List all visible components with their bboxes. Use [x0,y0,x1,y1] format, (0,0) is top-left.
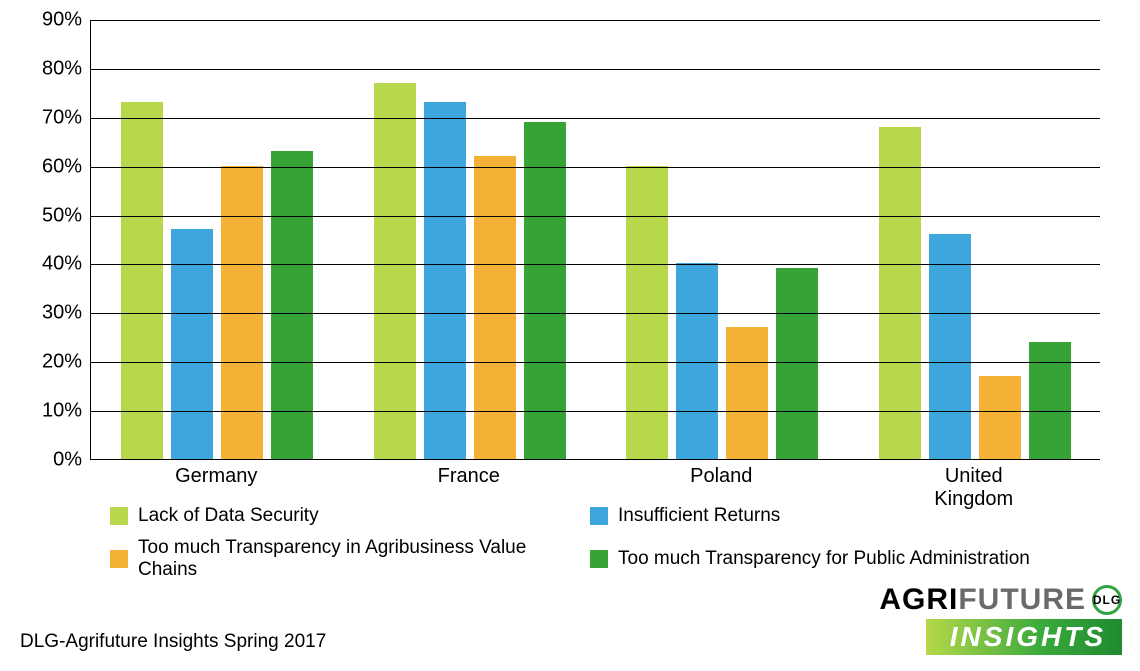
x-tick-label: Poland [690,465,752,488]
chart-container: 0%10%20%30%40%50%60%70%80%90% [30,20,1110,460]
dlg-badge-icon: DLG [1092,585,1122,615]
y-tick-label: 50% [42,204,82,227]
bar [726,327,768,459]
bar [474,156,516,459]
bar [776,268,818,459]
y-tick-label: 90% [42,9,82,32]
bar [524,122,566,459]
legend-item-3: Too much Transparency for Public Adminis… [590,537,1030,581]
brand-bottom-line: INSIGHTS [926,619,1122,655]
legend-label-0: Lack of Data Security [138,505,319,527]
x-axis-labels: GermanyFrancePolandUnited Kingdom [90,465,1100,495]
legend-swatch-1 [590,507,608,525]
legend-item-1: Insufficient Returns [590,505,780,527]
y-tick-label: 10% [42,400,82,423]
brand-word-future: FUTURE [958,583,1086,617]
bar [626,166,668,459]
legend: Lack of Data Security Insufficient Retur… [110,505,1070,591]
y-tick-label: 0% [53,449,82,472]
gridline [91,69,1100,70]
source-attribution: DLG-Agrifuture Insights Spring 2017 [20,631,326,653]
bar [121,102,163,459]
legend-swatch-3 [590,550,608,568]
gridline [91,411,1100,412]
bars-layer [91,20,1100,459]
gridline [91,118,1100,119]
y-tick-label: 40% [42,253,82,276]
y-tick-label: 30% [42,302,82,325]
bar [221,166,263,459]
legend-item-0: Lack of Data Security [110,505,590,527]
gridline [91,216,1100,217]
x-tick-label: Germany [175,465,257,488]
bar [979,376,1021,459]
bar [271,151,313,459]
y-tick-label: 60% [42,155,82,178]
bar [879,127,921,459]
bar [374,83,416,459]
bar [929,234,971,459]
gridline [91,362,1100,363]
gridline [91,20,1100,21]
gridline [91,264,1100,265]
bar [676,263,718,459]
brand-word-agri: AGRI [879,583,958,617]
brand-logo: AGRIFUTURE DLG INSIGHTS [879,583,1122,655]
y-tick-label: 20% [42,351,82,374]
gridline [91,313,1100,314]
y-axis: 0%10%20%30%40%50%60%70%80%90% [30,20,90,460]
legend-label-2: Too much Transparency in Agribusiness Va… [138,537,590,581]
legend-label-3: Too much Transparency for Public Adminis… [618,548,1030,570]
legend-swatch-2 [110,550,128,568]
bar [424,102,466,459]
gridline [91,167,1100,168]
bar [1029,342,1071,459]
y-tick-label: 70% [42,106,82,129]
x-tick-label: France [438,465,500,488]
y-tick-label: 80% [42,57,82,80]
plot-area [90,20,1100,460]
legend-label-1: Insufficient Returns [618,505,780,527]
legend-swatch-0 [110,507,128,525]
legend-item-2: Too much Transparency in Agribusiness Va… [110,537,590,581]
brand-top-line: AGRIFUTURE DLG [879,583,1122,617]
